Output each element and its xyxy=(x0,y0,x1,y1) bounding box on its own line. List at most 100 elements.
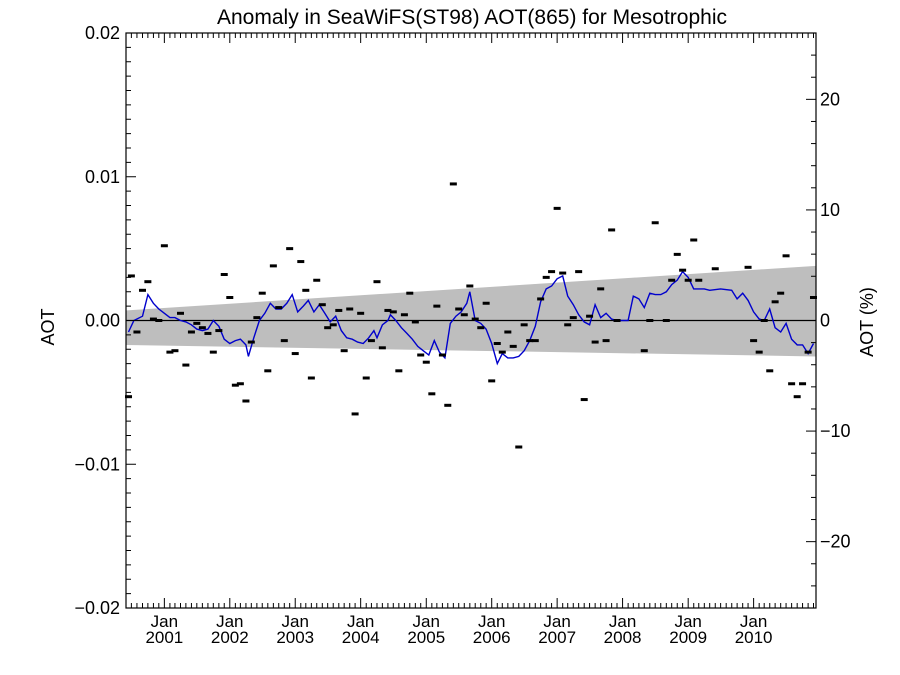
data-point xyxy=(127,274,135,278)
data-point-bar xyxy=(411,320,419,324)
y2-tick-label: 20 xyxy=(820,89,840,109)
data-point-bar xyxy=(149,317,157,321)
data-point-bar xyxy=(138,288,146,292)
data-point xyxy=(422,360,430,364)
data-point-bar xyxy=(307,376,315,380)
data-point xyxy=(455,307,463,311)
data-point xyxy=(771,300,779,304)
data-point xyxy=(357,311,365,315)
data-point xyxy=(182,363,190,367)
right-y-axis: −20 −10 0 10 20 xyxy=(806,32,851,609)
data-point-bar xyxy=(760,319,768,322)
x-tick-year-label: 2003 xyxy=(276,628,314,647)
data-point-bar xyxy=(384,308,392,312)
data-point-bar xyxy=(569,316,577,320)
data-point-bar xyxy=(400,313,408,317)
data-point-bar xyxy=(488,379,496,383)
data-point xyxy=(673,252,681,256)
data-point xyxy=(280,339,288,343)
data-point xyxy=(286,247,294,251)
data-point-bar xyxy=(176,311,184,315)
data-point xyxy=(438,353,446,357)
data-point xyxy=(209,350,217,354)
data-point xyxy=(602,339,610,343)
data-point-bar xyxy=(280,339,288,343)
data-point-bar xyxy=(329,323,337,327)
data-point-bar xyxy=(313,278,321,282)
data-point-bar xyxy=(378,346,386,350)
data-point-bar xyxy=(395,369,403,373)
x-tick-year-label: 2010 xyxy=(735,628,773,647)
data-point xyxy=(395,369,403,373)
data-point xyxy=(160,244,168,248)
data-point-bar xyxy=(417,353,425,357)
x-tick-month-label: Jan xyxy=(740,612,767,631)
data-point-bar xyxy=(449,182,457,186)
left-y-axis: −0.02 −0.01 0.00 0.01 0.02 xyxy=(74,23,136,618)
x-tick-year-label: 2005 xyxy=(407,628,445,647)
data-point xyxy=(155,319,163,322)
data-point-bar xyxy=(160,244,168,248)
data-point-bar xyxy=(597,287,605,291)
data-point-bar xyxy=(509,344,517,348)
data-point-bar xyxy=(548,270,556,274)
data-point xyxy=(711,267,719,271)
data-point xyxy=(613,319,621,322)
y-tick-label: 0.02 xyxy=(85,23,120,43)
data-point-bar xyxy=(771,300,779,304)
data-point xyxy=(297,260,305,264)
data-point xyxy=(804,350,812,354)
data-point-bar xyxy=(793,395,801,399)
data-point-bar xyxy=(493,342,501,345)
data-point-bar xyxy=(531,339,539,343)
data-point xyxy=(176,311,184,315)
data-point xyxy=(477,326,485,330)
x-tick-month-label: Jan xyxy=(543,612,570,631)
data-point-bar xyxy=(264,369,272,373)
y-tick-label: 0.01 xyxy=(85,167,120,187)
data-point xyxy=(125,395,133,399)
data-point-bar xyxy=(302,288,310,292)
x-tick-year-label: 2008 xyxy=(604,628,642,647)
data-point xyxy=(755,350,763,354)
data-point-bar xyxy=(433,304,441,308)
data-point-bar xyxy=(269,264,277,268)
data-point xyxy=(318,303,326,307)
data-point-bar xyxy=(586,314,594,318)
data-point-bar xyxy=(755,350,763,354)
data-point-bar xyxy=(422,360,430,364)
data-point xyxy=(526,339,534,343)
data-point xyxy=(346,307,354,311)
data-point-bar xyxy=(182,363,190,367)
data-point-bar xyxy=(367,339,375,343)
data-point-bar xyxy=(799,382,807,386)
data-point xyxy=(269,264,277,268)
data-point-bar xyxy=(455,307,463,311)
data-point-bar xyxy=(809,296,817,299)
data-point xyxy=(750,339,758,343)
data-point xyxy=(329,323,337,327)
data-point xyxy=(373,280,381,284)
data-point xyxy=(809,296,817,299)
data-point-bar xyxy=(471,317,479,321)
data-point xyxy=(695,278,703,282)
data-point-bar xyxy=(236,382,244,386)
data-point xyxy=(482,301,490,305)
data-point-bar xyxy=(357,311,365,315)
data-point-bar xyxy=(553,206,561,210)
data-point-bar xyxy=(220,273,228,276)
data-point xyxy=(471,317,479,321)
y-tick-label: −0.01 xyxy=(74,454,120,474)
data-point-bar xyxy=(575,270,583,274)
data-point-bar xyxy=(591,340,599,344)
data-point-bar xyxy=(602,339,610,343)
data-point xyxy=(564,323,572,327)
data-point-bar xyxy=(608,228,616,232)
data-point-bar xyxy=(133,330,141,334)
chart-title: Anomaly in SeaWiFS(ST98) AOT(865) for Me… xyxy=(217,6,727,29)
data-point-bar xyxy=(231,383,239,387)
data-point-bar xyxy=(275,306,283,310)
data-point-bar xyxy=(204,331,212,335)
data-point xyxy=(149,317,157,321)
